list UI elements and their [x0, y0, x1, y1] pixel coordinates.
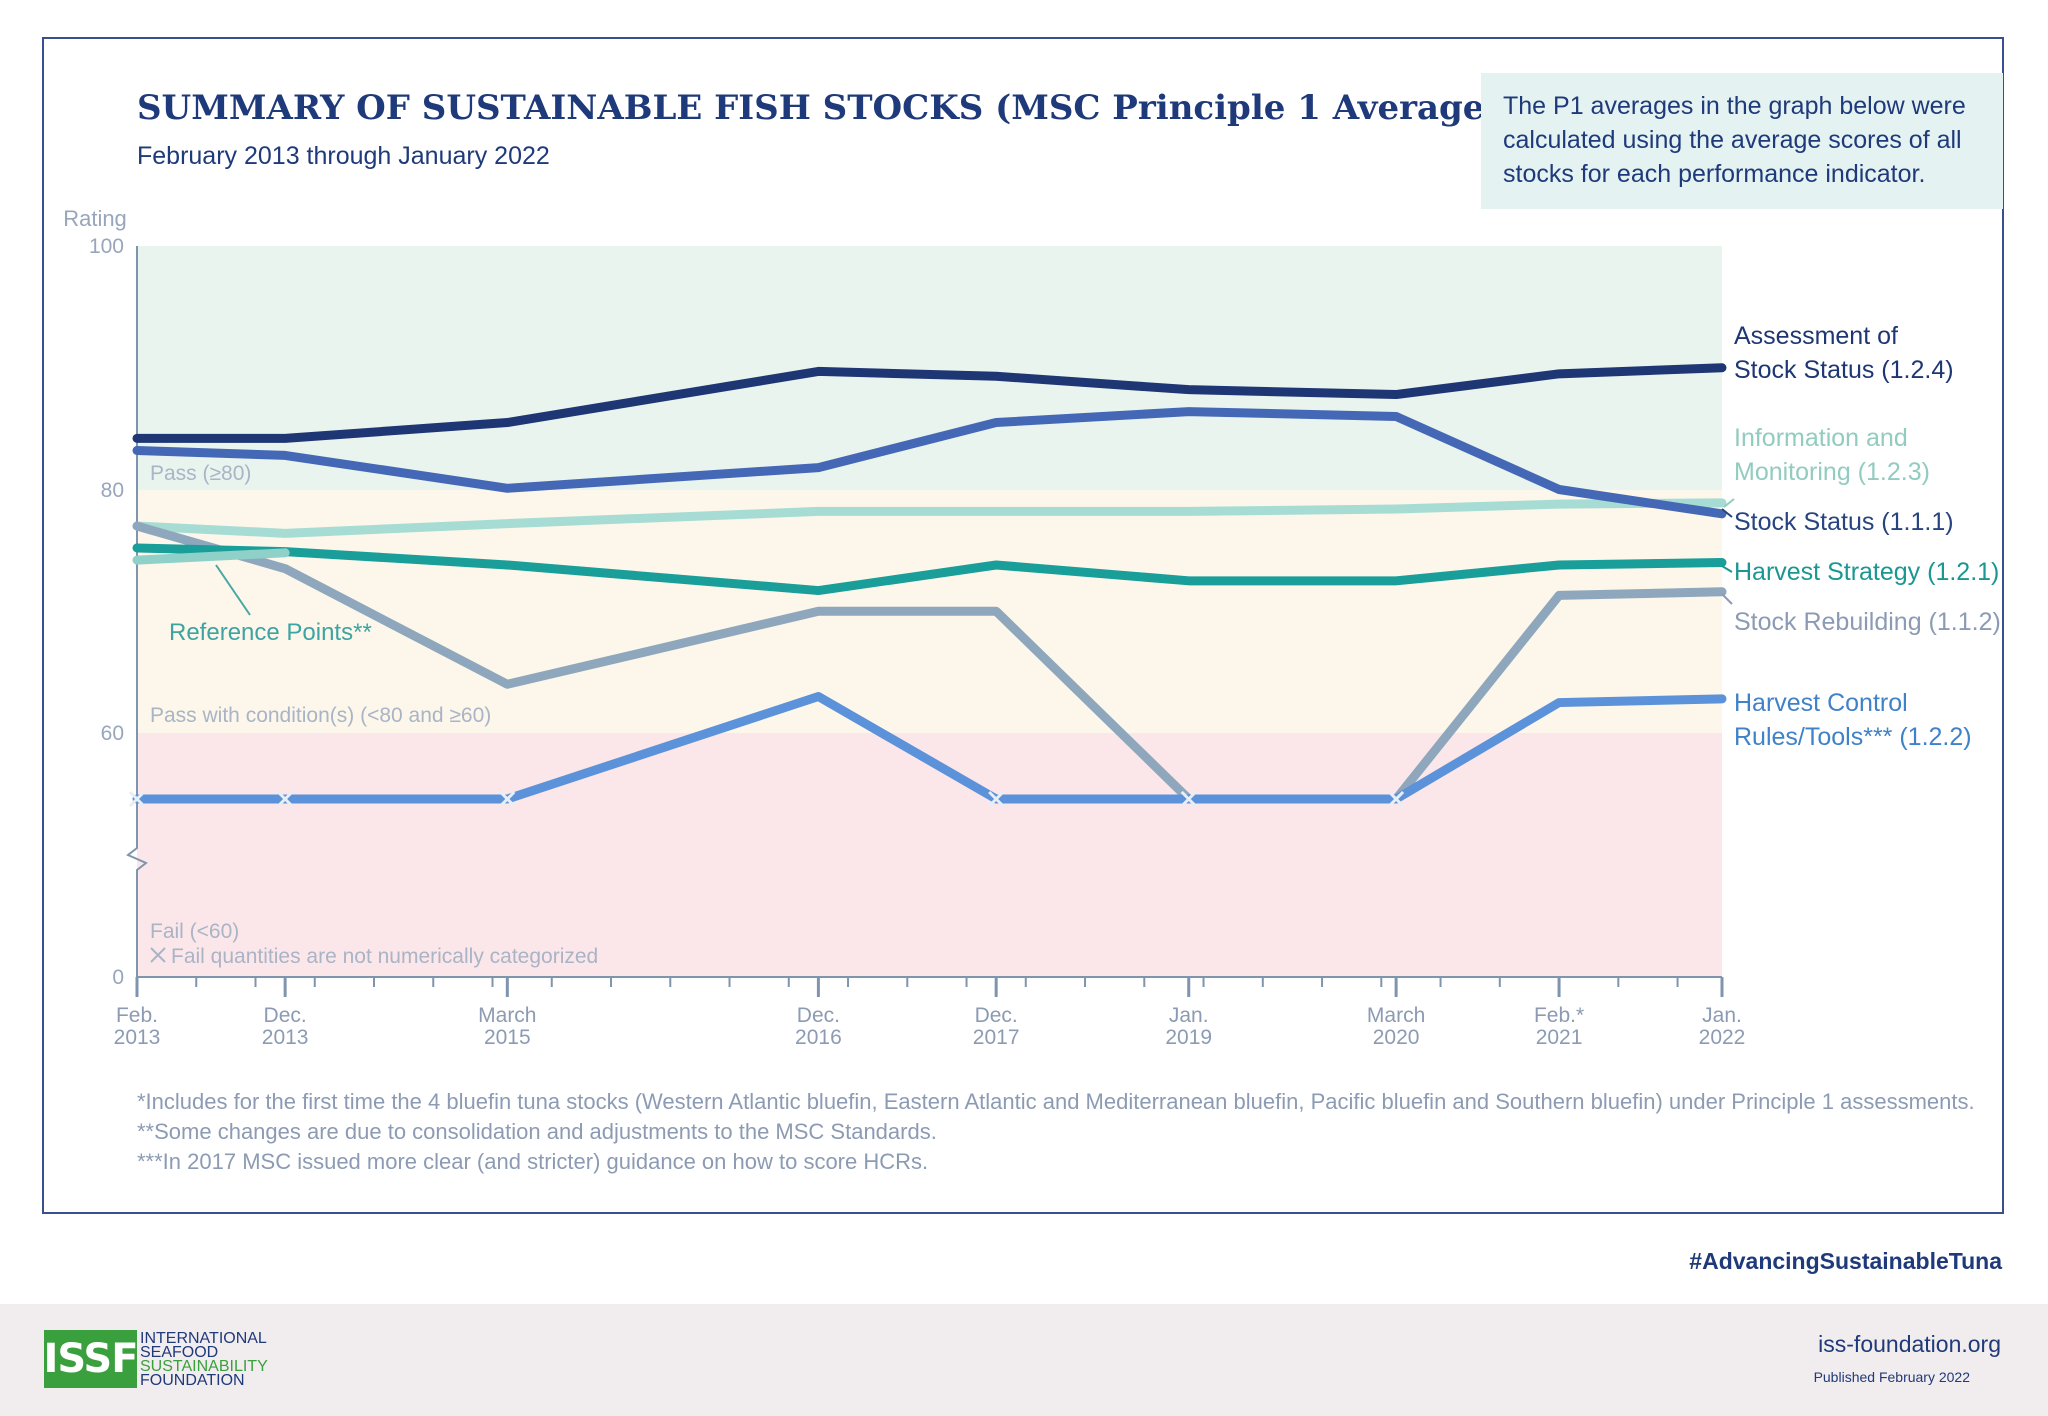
series-label-1: Information and — [1734, 424, 1908, 452]
x-tick-label: Jan. — [1702, 1004, 1742, 1027]
x-tick-label: 2016 — [795, 1026, 842, 1049]
series-line-3 — [132, 543, 1727, 596]
series-label-leader — [1723, 498, 1735, 508]
x-tick-label: 2017 — [973, 1026, 1020, 1049]
series-label-leader — [1721, 508, 1733, 518]
series-line-2 — [132, 407, 1727, 519]
x-tick-label: 2022 — [1699, 1026, 1746, 1049]
y-tick-label: 0 — [112, 966, 124, 989]
org-name-line: INTERNATIONAL — [140, 1330, 267, 1347]
series-label-1: Monitoring (1.2.3) — [1734, 458, 1930, 486]
org-name-line: FOUNDATION — [140, 1372, 245, 1389]
series-label-3: Harvest Strategy (1.2.1) — [1734, 558, 1999, 586]
x-tick-label: Dec. — [797, 1004, 840, 1027]
series-label-4: Stock Rebuilding (1.1.2) — [1734, 608, 2001, 636]
series-label-5: Harvest Control — [1734, 689, 1908, 717]
fail-point-marker — [988, 790, 1005, 808]
band-fail — [137, 733, 1722, 977]
method-note-line: stocks for each performance indicator. — [1503, 160, 1926, 188]
x-tick-label: March — [478, 1004, 536, 1027]
chart-title: SUMMARY OF SUSTAINABLE FISH STOCKS (MSC … — [137, 88, 1520, 128]
series-line-0 — [132, 363, 1727, 443]
method-note-line: calculated using the average scores of a… — [1503, 126, 1962, 154]
y-tick-label: 100 — [89, 235, 124, 258]
series-label-5: Rules/Tools*** (1.2.2) — [1734, 723, 1972, 751]
footnote-hcr: ***In 2017 MSC issued more clear (and st… — [137, 1149, 929, 1174]
x-tick-label: 2013 — [262, 1026, 309, 1049]
footnote-standards: **Some changes are due to consolidation … — [137, 1119, 937, 1144]
series-line-1 — [132, 498, 1727, 538]
method-note-box: The P1 averages in the graph below were … — [1481, 73, 2003, 209]
series-label-leader — [1721, 593, 1733, 605]
series-label-leader — [1721, 565, 1733, 573]
fail-point-marker — [277, 790, 294, 808]
chart-subtitle: February 2013 through January 2022 — [137, 142, 550, 170]
series-label-0: Stock Status (1.2.4) — [1734, 356, 1954, 384]
x-tick-label: Dec. — [264, 1004, 307, 1027]
y-axis-label: Rating — [63, 206, 127, 231]
published-date: Published February 2022 — [1813, 1369, 1970, 1385]
org-name-line: SEAFOOD — [140, 1344, 219, 1361]
issf-logo: ISSF — [43, 1330, 139, 1388]
fail-cross-icon — [150, 947, 166, 963]
x-tick-label: 2019 — [1165, 1026, 1212, 1049]
x-tick-label: 2013 — [114, 1026, 161, 1049]
y-tick-label: 60 — [101, 722, 124, 745]
footnote-bluefin: *Includes for the first time the 4 bluef… — [137, 1089, 1975, 1114]
fail-point-marker — [128, 790, 146, 808]
x-tick-label: Jan. — [1169, 1004, 1209, 1027]
fail-point-marker — [1388, 790, 1405, 808]
series-label-2: Stock Status (1.1.1) — [1734, 508, 1954, 536]
band-label-fail: Fail (<60) — [150, 920, 239, 943]
band-label-condition: Pass with condition(s) (<80 and ≥60) — [150, 704, 491, 727]
footer-bar — [0, 1304, 2048, 1416]
x-tick-label: March — [1367, 1004, 1425, 1027]
reference-points-line — [132, 548, 290, 565]
org-name-line: SUSTAINABILITY — [140, 1358, 268, 1375]
x-tick-label: 2015 — [484, 1026, 531, 1049]
band-label-pass: Pass (≥80) — [150, 462, 251, 485]
x-tick-label: Dec. — [975, 1004, 1018, 1027]
fail-point-marker — [1180, 790, 1197, 808]
series-label-0: Assessment of — [1734, 322, 1898, 350]
series-line-4 — [132, 521, 1727, 804]
hashtag: #AdvancingSustainableTuna — [1689, 1248, 2002, 1274]
method-note-line: The P1 averages in the graph below were — [1503, 92, 1966, 120]
band-pass — [137, 246, 1722, 490]
reference-points-label: Reference Points** — [169, 619, 372, 646]
website-link[interactable]: iss-foundation.org — [1818, 1331, 2001, 1357]
fail-point-marker — [499, 790, 516, 808]
x-tick-label: Feb. — [116, 1004, 158, 1027]
y-tick-label: 80 — [101, 479, 124, 502]
y-axis — [126, 246, 148, 977]
x-tick-label: Feb.* — [1534, 1004, 1584, 1027]
reference-points-leader — [215, 564, 251, 616]
x-tick-label: 2021 — [1536, 1026, 1583, 1049]
x-tick-label: 2020 — [1373, 1026, 1420, 1049]
fail-note: Fail quantities are not numerically cate… — [171, 945, 598, 968]
